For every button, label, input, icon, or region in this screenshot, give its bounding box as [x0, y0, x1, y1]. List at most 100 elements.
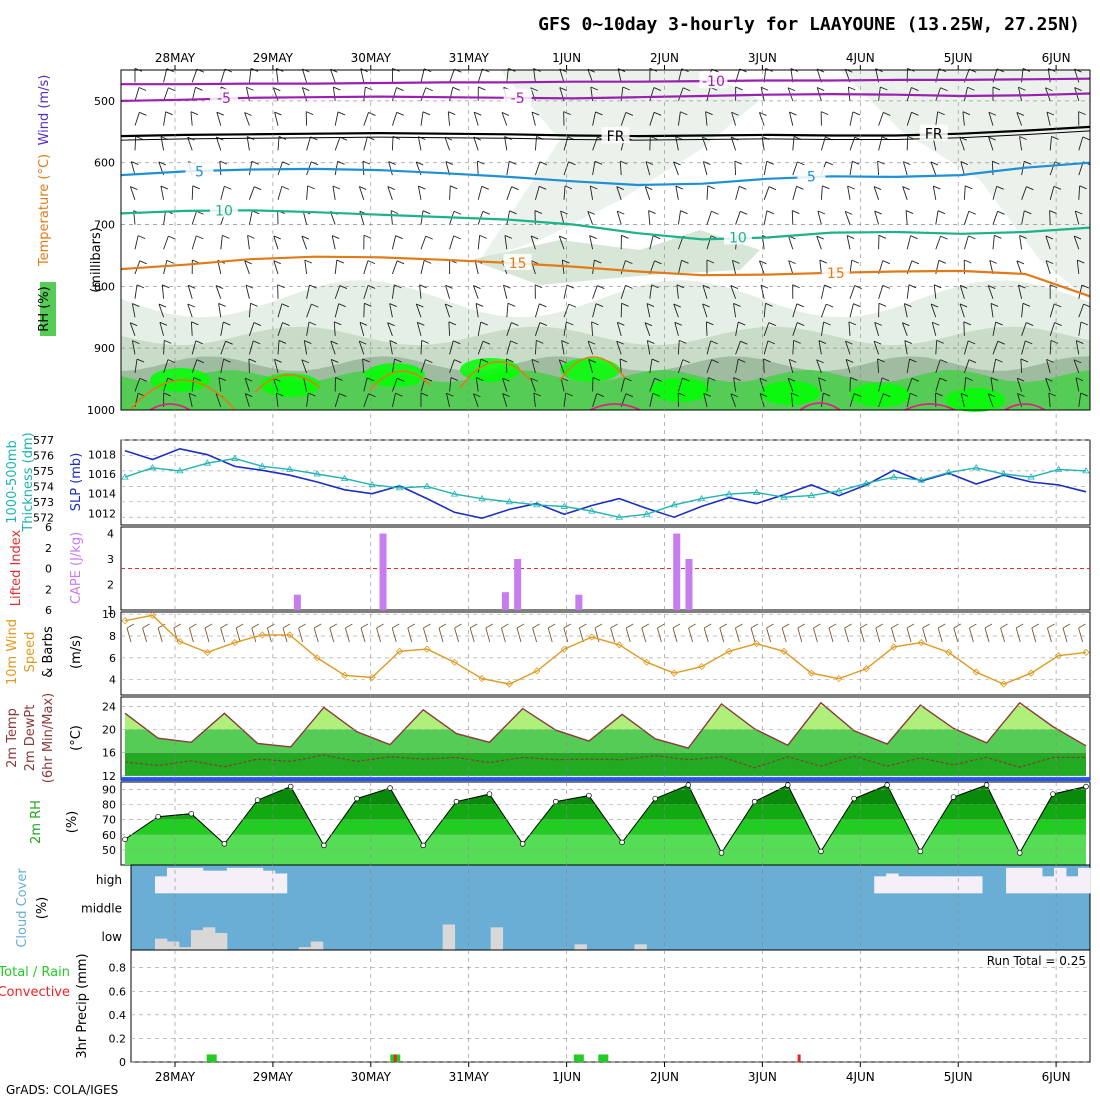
low-level-contour	[799, 402, 841, 411]
wind-barb	[589, 185, 594, 200]
wind-speed-marker	[423, 645, 431, 653]
wind-barb-flag	[506, 358, 514, 363]
wind-barb	[363, 377, 368, 392]
wind-barb	[272, 87, 279, 102]
bottom-date-label: 28MAY	[155, 1070, 196, 1084]
wind-barb	[473, 393, 479, 408]
wind-speed-marker	[643, 658, 651, 666]
wind-barb-flag	[818, 377, 826, 382]
wind-barb	[444, 303, 451, 318]
wind-barb	[988, 112, 994, 126]
rh-marker	[122, 836, 128, 843]
slp-panel-frame	[120, 439, 1091, 526]
wind-barb	[1049, 303, 1055, 318]
wind-speed-marker	[203, 648, 211, 656]
temp-ylabel-3: (6hr Min/Max)	[41, 693, 56, 783]
wind-barb	[334, 111, 339, 126]
wind-barb	[649, 112, 655, 126]
wind-barb-flag	[503, 284, 511, 289]
wind-barb	[389, 340, 393, 355]
wind-barb	[245, 285, 250, 299]
wind-barb	[763, 358, 765, 373]
wind-barb-flag	[446, 392, 454, 397]
wind-barb-flag	[362, 160, 371, 165]
wind-barb-flag	[940, 359, 948, 364]
contour-label-bg	[209, 88, 238, 105]
top-date-label: 30MAY	[351, 51, 392, 65]
wind-barb-flag	[823, 392, 831, 397]
wind-barb	[505, 358, 508, 373]
wind-barb	[449, 69, 455, 83]
wind-barb	[817, 210, 822, 225]
wind-barb-flag	[530, 235, 539, 240]
wind-barb-flag	[502, 377, 510, 382]
wind-barb	[330, 340, 336, 355]
thickness-marker	[231, 454, 239, 461]
upper-ylabel-pressure: (millibars)	[89, 227, 104, 293]
surface-wind-barb	[812, 627, 818, 643]
cloud-level-label: middle	[81, 902, 122, 916]
wind-barb-flag	[509, 210, 517, 215]
wind-barb	[449, 340, 454, 355]
surface-wind-barb-flag	[625, 623, 634, 629]
wind-barb-flag	[248, 358, 257, 363]
wind-barb-flag	[934, 284, 942, 289]
wind-barb	[506, 303, 509, 318]
wind-barb	[134, 358, 138, 373]
cloud-cell	[946, 876, 959, 894]
wind-barb-flag	[988, 136, 996, 141]
wind-barb-flag	[733, 303, 741, 307]
wind-barb-flag	[223, 358, 231, 363]
top-date-label: 3JUN	[748, 51, 777, 65]
wind-barb-flag	[339, 393, 347, 397]
surface-wind-barb	[641, 627, 647, 643]
cloud-cell	[226, 867, 240, 894]
wind-barb	[391, 235, 397, 250]
wind-barb	[705, 321, 708, 336]
temperature-contour	[120, 92, 1091, 102]
wind-barb	[158, 303, 165, 318]
wind-barb	[244, 393, 250, 408]
wind-barb	[992, 235, 995, 250]
wind-barb	[705, 111, 708, 126]
wind-barb-flag	[1016, 260, 1025, 265]
wind-barb-flag	[596, 393, 605, 397]
thickness-marker	[176, 467, 184, 474]
thickness-tick-label: 577	[33, 434, 54, 447]
surface-wind-barb-flag	[750, 623, 759, 629]
wind-barb-flag	[988, 111, 997, 116]
bottom-date-label: 6JUN	[1042, 1070, 1071, 1084]
wind-barb-flag	[531, 111, 540, 116]
surface-wind-barb-flag	[937, 623, 946, 629]
thickness-marker	[615, 513, 623, 520]
wind-barb-flag	[680, 111, 688, 116]
temperature-contour-label: 10	[729, 231, 747, 247]
wind-barb	[248, 303, 251, 318]
wind-barb	[473, 285, 479, 299]
surface-wind-barb	[500, 627, 506, 643]
wind-barb	[792, 340, 795, 355]
wind-barb	[649, 393, 654, 408]
surface-wind-barb-flag	[641, 623, 650, 629]
wind-barb	[191, 235, 197, 250]
surface-wind-barb-flag	[875, 623, 884, 629]
top-date-label: 2JUN	[650, 51, 679, 65]
wind-barb	[792, 303, 798, 318]
wind-barb-flag	[245, 284, 254, 289]
wind-barb	[620, 377, 626, 392]
wind-barb-flag	[933, 185, 941, 190]
wind-barb-flag	[359, 321, 368, 326]
wind-barb	[873, 186, 880, 200]
wind-barb	[391, 378, 398, 392]
wind-barb-flag	[368, 112, 376, 116]
wind-barb	[849, 285, 856, 299]
wind-barb	[959, 285, 965, 299]
surface-wind-barb	[672, 627, 678, 643]
wind-barb	[649, 235, 654, 250]
wind-barb-flag	[1077, 259, 1085, 264]
wind-barb	[358, 340, 365, 355]
wind-barb-flag	[477, 160, 485, 165]
wind-barb	[963, 377, 967, 392]
wind-barb-flag	[595, 111, 603, 116]
wind-barb-flag	[759, 393, 768, 397]
